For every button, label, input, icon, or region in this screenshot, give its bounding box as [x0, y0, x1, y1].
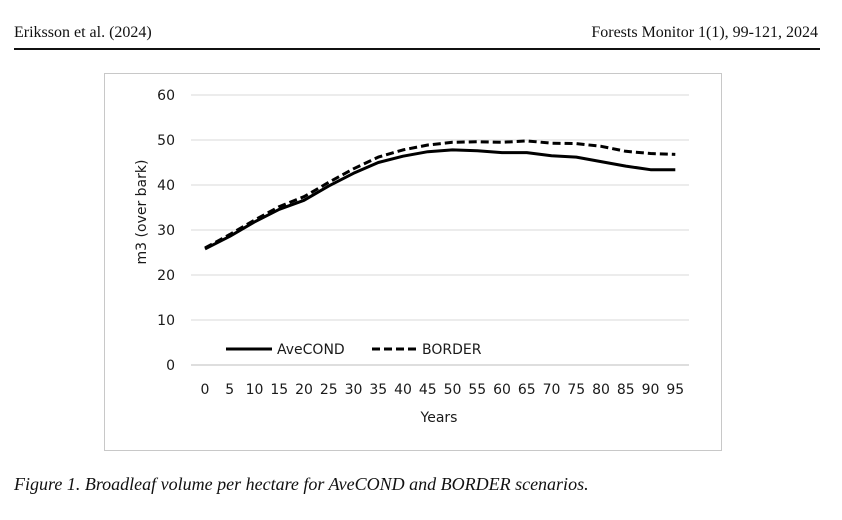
x-tick-label: 90 — [642, 382, 660, 398]
x-tick-label: 75 — [567, 382, 585, 398]
x-tick-label: 0 — [201, 382, 210, 398]
y-tick-label: 50 — [157, 133, 175, 149]
author-citation: Eriksson et al. (2024) — [14, 24, 152, 41]
x-tick-label: 10 — [246, 382, 264, 398]
x-tick-label: 30 — [345, 382, 363, 398]
x-tick-label: 55 — [468, 382, 486, 398]
series-line-avecond — [204, 148, 676, 251]
x-tick-label: 15 — [270, 382, 288, 398]
legend-label-border: BORDER — [422, 342, 482, 358]
x-tick-label: 35 — [369, 382, 387, 398]
y-tick-label: 60 — [157, 88, 175, 104]
x-tick-label: 40 — [394, 382, 412, 398]
x-tick-label: 70 — [543, 382, 561, 398]
running-header: Eriksson et al. (2024) Forests Monitor 1… — [14, 22, 820, 50]
y-tick-label: 40 — [157, 178, 175, 194]
legend-label-avecond: AveCOND — [277, 342, 345, 358]
x-tick-label: 80 — [592, 382, 610, 398]
x-tick-label: 5 — [225, 382, 234, 398]
x-tick-label: 25 — [320, 382, 338, 398]
y-tick-label: 0 — [166, 358, 175, 374]
journal-citation: Forests Monitor 1(1), 99-121, 2024 — [591, 24, 818, 41]
series-line-border — [204, 139, 676, 250]
y-tick-label: 20 — [157, 268, 175, 284]
x-tick-label: 50 — [444, 382, 462, 398]
y-tick-label: 30 — [157, 223, 175, 239]
figure-frame: 0 10 20 30 40 50 60 0 5 10 15 20 25 30 35 40 45 50 55 60 65 7… — [104, 73, 722, 451]
x-tick-label: 45 — [419, 382, 437, 398]
x-tick-label: 65 — [518, 382, 536, 398]
x-tick-label: 60 — [493, 382, 511, 398]
x-tick-label: 85 — [617, 382, 635, 398]
y-tick-label: 10 — [157, 313, 175, 329]
x-tick-label: 95 — [666, 382, 684, 398]
x-tick-label: 20 — [295, 382, 313, 398]
y-axis-title: m3 (over bark) — [134, 160, 150, 265]
figure-caption: Figure 1. Broadleaf volume per hectare f… — [14, 474, 589, 494]
x-axis-title: Years — [420, 410, 458, 426]
